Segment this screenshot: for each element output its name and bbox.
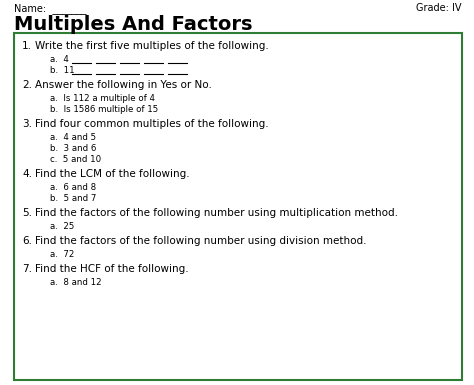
Text: 1.: 1.	[22, 41, 32, 51]
Text: 2.: 2.	[22, 80, 32, 90]
Text: 3.: 3.	[22, 119, 32, 129]
Text: 4.: 4.	[22, 169, 32, 179]
Text: b.  5 and 7: b. 5 and 7	[50, 194, 96, 203]
Text: a.  25: a. 25	[50, 222, 74, 231]
Text: b.  11: b. 11	[50, 66, 74, 75]
Text: a.  8 and 12: a. 8 and 12	[50, 278, 101, 287]
Text: a.  6 and 8: a. 6 and 8	[50, 183, 96, 192]
Text: Find the HCF of the following.: Find the HCF of the following.	[35, 264, 189, 274]
Text: 5.: 5.	[22, 208, 32, 218]
Text: Multiples And Factors: Multiples And Factors	[14, 15, 253, 34]
Text: Name:  _______: Name: _______	[14, 3, 86, 14]
Text: 7.: 7.	[22, 264, 32, 274]
Text: a.  Is 112 a multiple of 4: a. Is 112 a multiple of 4	[50, 94, 155, 103]
FancyBboxPatch shape	[14, 33, 462, 380]
Text: Find the LCM of the following.: Find the LCM of the following.	[35, 169, 190, 179]
Text: b.  Is 1586 multiple of 15: b. Is 1586 multiple of 15	[50, 105, 158, 114]
Text: a.  72: a. 72	[50, 250, 74, 259]
Text: Find the factors of the following number using multiplication method.: Find the factors of the following number…	[35, 208, 398, 218]
Text: Find the factors of the following number using division method.: Find the factors of the following number…	[35, 236, 366, 246]
Text: c.  5 and 10: c. 5 and 10	[50, 155, 101, 164]
Text: Write the first five multiples of the following.: Write the first five multiples of the fo…	[35, 41, 269, 51]
Text: a.  4: a. 4	[50, 55, 69, 64]
Text: b.  3 and 6: b. 3 and 6	[50, 144, 96, 153]
Text: 6.: 6.	[22, 236, 32, 246]
Text: Grade: IV: Grade: IV	[417, 3, 462, 13]
Text: a.  4 and 5: a. 4 and 5	[50, 133, 96, 142]
Text: Answer the following in Yes or No.: Answer the following in Yes or No.	[35, 80, 212, 90]
Text: Find four common multiples of the following.: Find four common multiples of the follow…	[35, 119, 269, 129]
